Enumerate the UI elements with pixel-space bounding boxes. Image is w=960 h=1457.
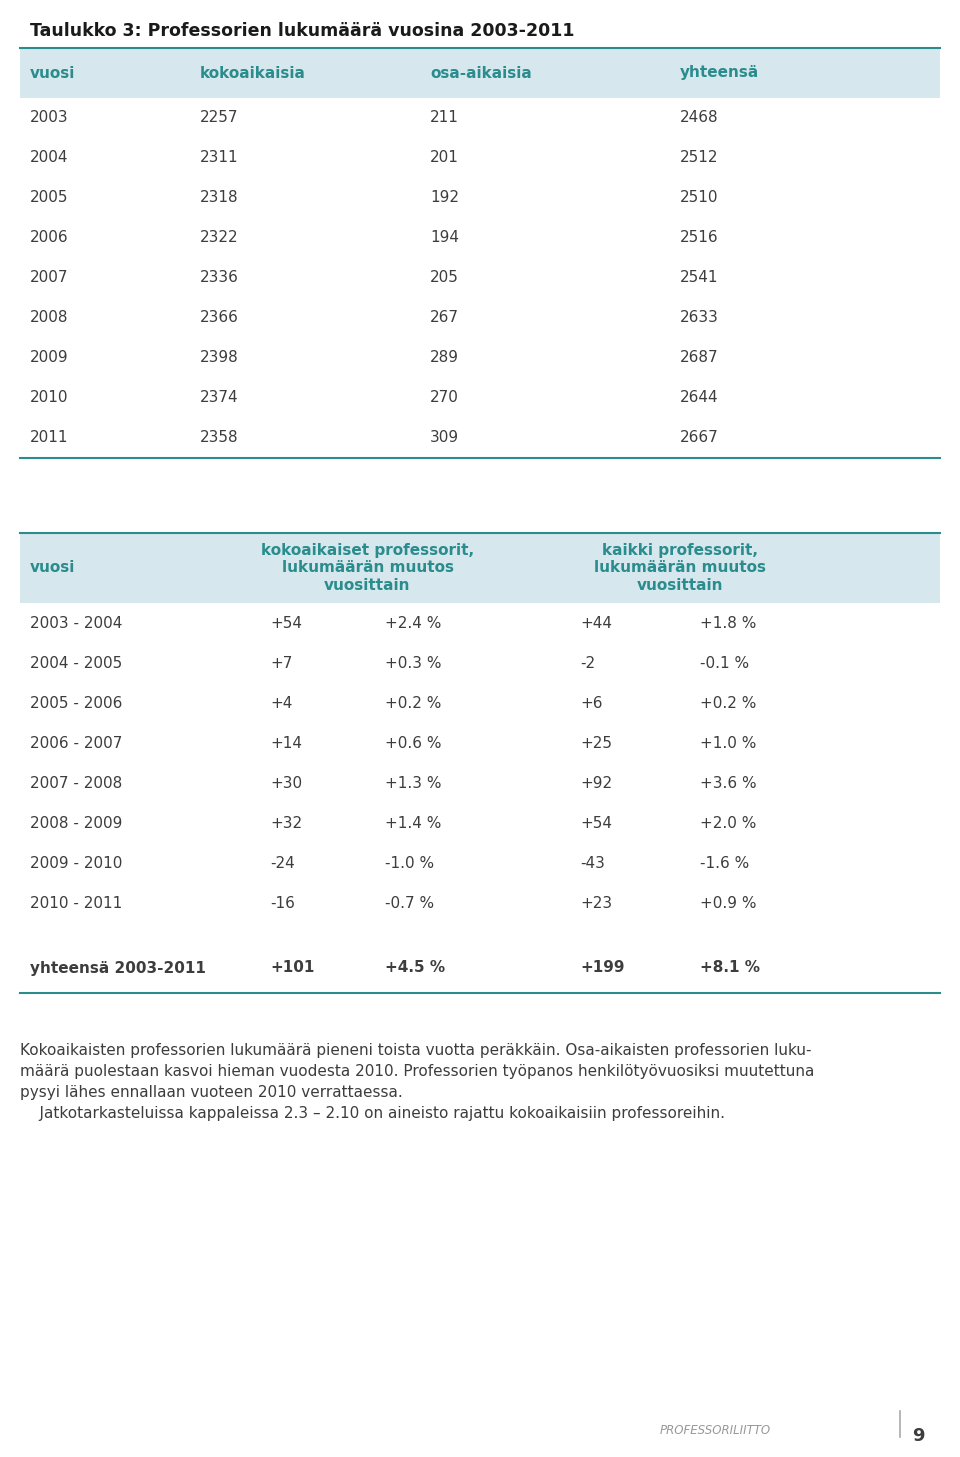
Text: 2541: 2541 <box>680 271 718 286</box>
Text: +25: +25 <box>580 736 612 750</box>
Text: 2008 - 2009: 2008 - 2009 <box>30 816 122 830</box>
Text: 2512: 2512 <box>680 150 718 166</box>
Text: +7: +7 <box>270 656 293 670</box>
Text: +8.1 %: +8.1 % <box>700 960 760 976</box>
Text: +0.9 %: +0.9 % <box>700 896 756 911</box>
Text: yhteensä 2003-2011: yhteensä 2003-2011 <box>30 960 205 976</box>
Text: 2007: 2007 <box>30 271 68 286</box>
Text: 2687: 2687 <box>680 351 719 366</box>
Text: 2011: 2011 <box>30 430 68 446</box>
Text: 2336: 2336 <box>200 271 239 286</box>
Text: 211: 211 <box>430 111 459 125</box>
Text: 2007 - 2008: 2007 - 2008 <box>30 775 122 791</box>
Text: 2005: 2005 <box>30 191 68 205</box>
Text: -2: -2 <box>580 656 595 670</box>
Text: +54: +54 <box>580 816 612 830</box>
Text: 9: 9 <box>912 1426 924 1445</box>
Text: 2009: 2009 <box>30 351 68 366</box>
Text: +199: +199 <box>580 960 625 976</box>
Text: 2010 - 2011: 2010 - 2011 <box>30 896 122 911</box>
Text: 2010: 2010 <box>30 390 68 405</box>
Text: osa-aikaisia: osa-aikaisia <box>430 66 532 80</box>
Text: 2667: 2667 <box>680 430 719 446</box>
Text: -1.0 %: -1.0 % <box>385 855 434 870</box>
Text: +2.4 %: +2.4 % <box>385 615 442 631</box>
Text: 192: 192 <box>430 191 459 205</box>
Text: 2006 - 2007: 2006 - 2007 <box>30 736 122 750</box>
Text: -43: -43 <box>580 855 605 870</box>
Text: 201: 201 <box>430 150 459 166</box>
Text: +0.6 %: +0.6 % <box>385 736 442 750</box>
Text: +54: +54 <box>270 615 302 631</box>
Text: +1.0 %: +1.0 % <box>700 736 756 750</box>
Text: 2318: 2318 <box>200 191 239 205</box>
Text: 2366: 2366 <box>200 310 239 325</box>
Text: +23: +23 <box>580 896 612 911</box>
Text: +44: +44 <box>580 615 612 631</box>
Text: 2008: 2008 <box>30 310 68 325</box>
Text: +32: +32 <box>270 816 302 830</box>
Text: 2633: 2633 <box>680 310 719 325</box>
Text: 2398: 2398 <box>200 351 239 366</box>
Text: 2004: 2004 <box>30 150 68 166</box>
Text: -0.7 %: -0.7 % <box>385 896 434 911</box>
Text: +0.2 %: +0.2 % <box>385 695 442 711</box>
Text: kokoaikaisia: kokoaikaisia <box>200 66 306 80</box>
Text: Kokoaikaisten professorien lukumäärä pieneni toista vuotta peräkkäin. Osa-aikais: Kokoaikaisten professorien lukumäärä pie… <box>20 1043 811 1058</box>
Text: 2005 - 2006: 2005 - 2006 <box>30 695 122 711</box>
Text: +1.3 %: +1.3 % <box>385 775 442 791</box>
Text: 270: 270 <box>430 390 459 405</box>
Text: 2311: 2311 <box>200 150 239 166</box>
Text: kaikki professorit,
lukumäärän muutos
vuosittain: kaikki professorit, lukumäärän muutos vu… <box>594 543 766 593</box>
Text: +0.2 %: +0.2 % <box>700 695 756 711</box>
Text: vuosi: vuosi <box>30 561 76 576</box>
Text: määrä puolestaan kasvoi hieman vuodesta 2010. Professorien työpanos henkilötyövu: määrä puolestaan kasvoi hieman vuodesta … <box>20 1064 814 1080</box>
Text: 2516: 2516 <box>680 230 719 245</box>
Text: 2009 - 2010: 2009 - 2010 <box>30 855 122 870</box>
Text: 2003: 2003 <box>30 111 68 125</box>
Text: 2468: 2468 <box>680 111 719 125</box>
Text: 194: 194 <box>430 230 459 245</box>
Text: 2003 - 2004: 2003 - 2004 <box>30 615 122 631</box>
Text: pysyi lähes ennallaan vuoteen 2010 verrattaessa.: pysyi lähes ennallaan vuoteen 2010 verra… <box>20 1085 403 1100</box>
Text: +1.8 %: +1.8 % <box>700 615 756 631</box>
Text: +30: +30 <box>270 775 302 791</box>
Text: PROFESSORILIITTO: PROFESSORILIITTO <box>660 1423 771 1437</box>
Text: 2644: 2644 <box>680 390 719 405</box>
Text: +0.3 %: +0.3 % <box>385 656 442 670</box>
Text: +101: +101 <box>270 960 314 976</box>
Text: 2257: 2257 <box>200 111 238 125</box>
Text: kokoaikaiset professorit,
lukumäärän muutos
vuosittain: kokoaikaiset professorit, lukumäärän muu… <box>261 543 474 593</box>
Text: -16: -16 <box>270 896 295 911</box>
Text: -0.1 %: -0.1 % <box>700 656 749 670</box>
Text: 267: 267 <box>430 310 459 325</box>
Text: +4.5 %: +4.5 % <box>385 960 445 976</box>
Text: -1.6 %: -1.6 % <box>700 855 749 870</box>
Text: 205: 205 <box>430 271 459 286</box>
Text: 2374: 2374 <box>200 390 239 405</box>
Bar <box>20 533 940 603</box>
Text: 289: 289 <box>430 351 459 366</box>
Text: Jatkotarkasteluissa kappaleissa 2.3 – 2.10 on aineisto rajattu kokoaikaisiin pro: Jatkotarkasteluissa kappaleissa 2.3 – 2.… <box>20 1106 725 1120</box>
Text: 309: 309 <box>430 430 459 446</box>
Text: 2510: 2510 <box>680 191 718 205</box>
Text: +14: +14 <box>270 736 302 750</box>
Text: -24: -24 <box>270 855 295 870</box>
Text: vuosi: vuosi <box>30 66 76 80</box>
Bar <box>20 48 940 98</box>
Text: +4: +4 <box>270 695 293 711</box>
Text: 2358: 2358 <box>200 430 239 446</box>
Text: +3.6 %: +3.6 % <box>700 775 756 791</box>
Text: 2004 - 2005: 2004 - 2005 <box>30 656 122 670</box>
Text: 2322: 2322 <box>200 230 239 245</box>
Text: +1.4 %: +1.4 % <box>385 816 442 830</box>
Text: Taulukko 3: Professorien lukumäärä vuosina 2003-2011: Taulukko 3: Professorien lukumäärä vuosi… <box>30 22 574 39</box>
Text: +6: +6 <box>580 695 603 711</box>
Text: +2.0 %: +2.0 % <box>700 816 756 830</box>
Text: 2006: 2006 <box>30 230 68 245</box>
Text: +92: +92 <box>580 775 612 791</box>
Text: yhteensä: yhteensä <box>680 66 759 80</box>
